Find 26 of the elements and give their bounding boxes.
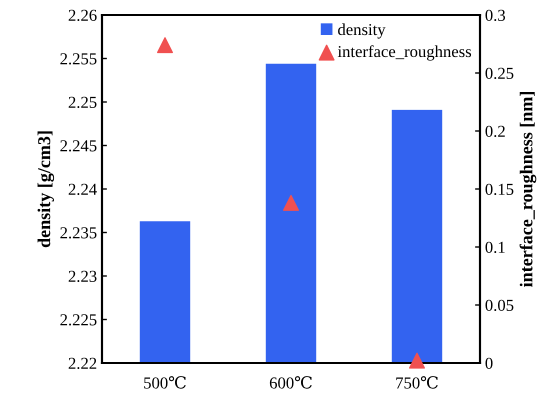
y-tick-label: 2.24: [68, 184, 97, 196]
y2-tick-label: 0.25: [485, 68, 514, 80]
y-tick-label: 2.25: [68, 96, 96, 108]
y2-tick-label: 0.2: [485, 126, 505, 138]
y2-tick-label: 0.15: [485, 184, 514, 196]
y-tick-label: 2.225: [60, 314, 96, 326]
y-tick-label: 2.255: [60, 53, 96, 65]
y-tick-label: 2.23: [68, 270, 96, 282]
y2-axis-title: interface_roughness [nm]: [520, 92, 536, 287]
x-tick-label: 500℃: [144, 376, 186, 389]
y-tick-label: 2.26: [68, 10, 97, 22]
y-tick-label: 2.22: [68, 358, 96, 370]
x-tick-label: 750℃: [396, 376, 438, 389]
y2-tick-label: 0: [485, 358, 493, 369]
y2-tick-label: 0.1: [485, 242, 505, 254]
point: [409, 352, 425, 369]
point: [283, 194, 299, 211]
y-axis-title: density [g/cm3]: [38, 131, 54, 248]
y2-tick-label: 0.05: [485, 300, 514, 312]
x-tick-label: 600℃: [270, 376, 312, 389]
point: [157, 37, 173, 54]
y2-tick-label: 0.3: [485, 10, 506, 22]
legend-label: interface_roughness: [338, 45, 472, 61]
y-tick-label: 2.245: [60, 140, 96, 152]
legend-label: density: [338, 23, 386, 39]
y-tick-label: 2.235: [60, 227, 96, 239]
